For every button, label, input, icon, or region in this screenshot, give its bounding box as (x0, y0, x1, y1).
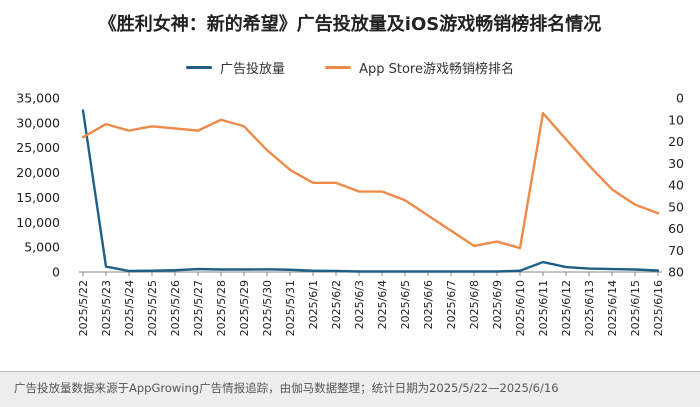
x-axis-tick-label: 2025/5/28 (215, 280, 228, 336)
x-axis-tick-label: 2025/6/10 (514, 280, 527, 336)
x-axis-tick-label: 2025/6/11 (537, 280, 550, 336)
right-axis-tick-label: 40 (668, 178, 684, 193)
legend-item-ad-volume[interactable]: 广告投放量 (186, 58, 285, 77)
series-line-ad-volume (81, 109, 660, 273)
x-axis-tick-label: 2025/5/26 (169, 280, 182, 336)
x-axis-tick-label: 2025/6/6 (422, 280, 435, 329)
left-axis-tick-label: 35,000 (16, 91, 60, 106)
x-axis-tick-label: 2025/6/2 (330, 280, 343, 329)
legend-label-ad-volume: 广告投放量 (220, 62, 286, 77)
x-axis-tick-label: 2025/6/8 (468, 280, 481, 329)
x-axis-tick-label: 2025/5/25 (146, 280, 159, 336)
x-axis-tick-label: 2025/5/23 (100, 280, 113, 336)
left-axis-tick-label: 20,000 (16, 165, 60, 180)
series-line-rank (81, 112, 660, 250)
left-axis-tick-label: 0 (52, 265, 60, 280)
chart-title: 《胜利女神：新的希望》广告投放量及iOS游戏畅销榜排名情况 (98, 14, 602, 35)
x-axis-tick-label: 2025/6/7 (445, 280, 458, 329)
x-axis-tick-label: 2025/6/3 (353, 280, 366, 329)
x-axis-tick-label: 2025/6/15 (629, 280, 642, 336)
legend-item-rank[interactable]: App Store游戏畅销榜排名 (325, 58, 514, 77)
x-axis-tick-label: 2025/5/31 (284, 280, 297, 336)
x-axis-tick-label: 2025/5/29 (238, 280, 251, 336)
right-axis-tick-label: 80 (668, 265, 684, 280)
right-axis-tick-label: 10 (668, 112, 684, 127)
x-axis-tick-label: 2025/6/12 (560, 280, 573, 336)
x-axis-tick-label: 2025/5/30 (261, 280, 274, 336)
legend-label-rank: App Store游戏畅销榜排名 (359, 62, 514, 77)
right-axis-tick-label: 60 (668, 221, 684, 236)
x-axis-tick-label: 2025/6/5 (399, 280, 412, 329)
left-axis-tick-label: 25,000 (16, 140, 60, 155)
legend-swatch-ad-volume (186, 66, 213, 69)
x-axis-tick-label: 2025/5/24 (123, 280, 136, 336)
left-axis-tick-label: 15,000 (16, 190, 60, 205)
x-axis-tick-label: 2025/5/27 (192, 280, 205, 336)
left-axis-tick-label: 10,000 (16, 215, 60, 230)
right-axis-tick-label: 0 (676, 91, 684, 106)
right-axis-tick-label: 50 (668, 199, 684, 214)
x-axis-tick-label: 2025/6/1 (307, 280, 320, 329)
chart-plot: 0 5,000 10,000 15,000 20,000 25,000 30,000 35,0… (16, 91, 684, 337)
right-axis-tick-label: 70 (668, 243, 684, 258)
x-axis-tick-label: 2025/6/4 (376, 280, 389, 329)
left-axis-tick-label: 5,000 (24, 240, 60, 255)
x-axis-tick-label: 2025/5/22 (77, 280, 90, 336)
legend: 广告投放量 App Store游戏畅销榜排名 (0, 58, 700, 77)
x-axis-tick-label: 2025/6/16 (652, 280, 665, 336)
left-axis-tick-label: 30,000 (16, 115, 60, 130)
right-axis-tick-label: 30 (668, 156, 684, 171)
right-axis-tick-label: 20 (668, 134, 684, 149)
footer-note: 广告投放量数据来源于AppGrowing广告情报追踪，由伽马数据整理；统计日期为… (0, 371, 700, 407)
x-axis-tick-label: 2025/6/9 (491, 280, 504, 329)
x-axis-tick-label: 2025/6/13 (583, 280, 596, 336)
x-axis-tick-label: 2025/6/14 (606, 280, 619, 336)
legend-swatch-rank (325, 66, 352, 69)
